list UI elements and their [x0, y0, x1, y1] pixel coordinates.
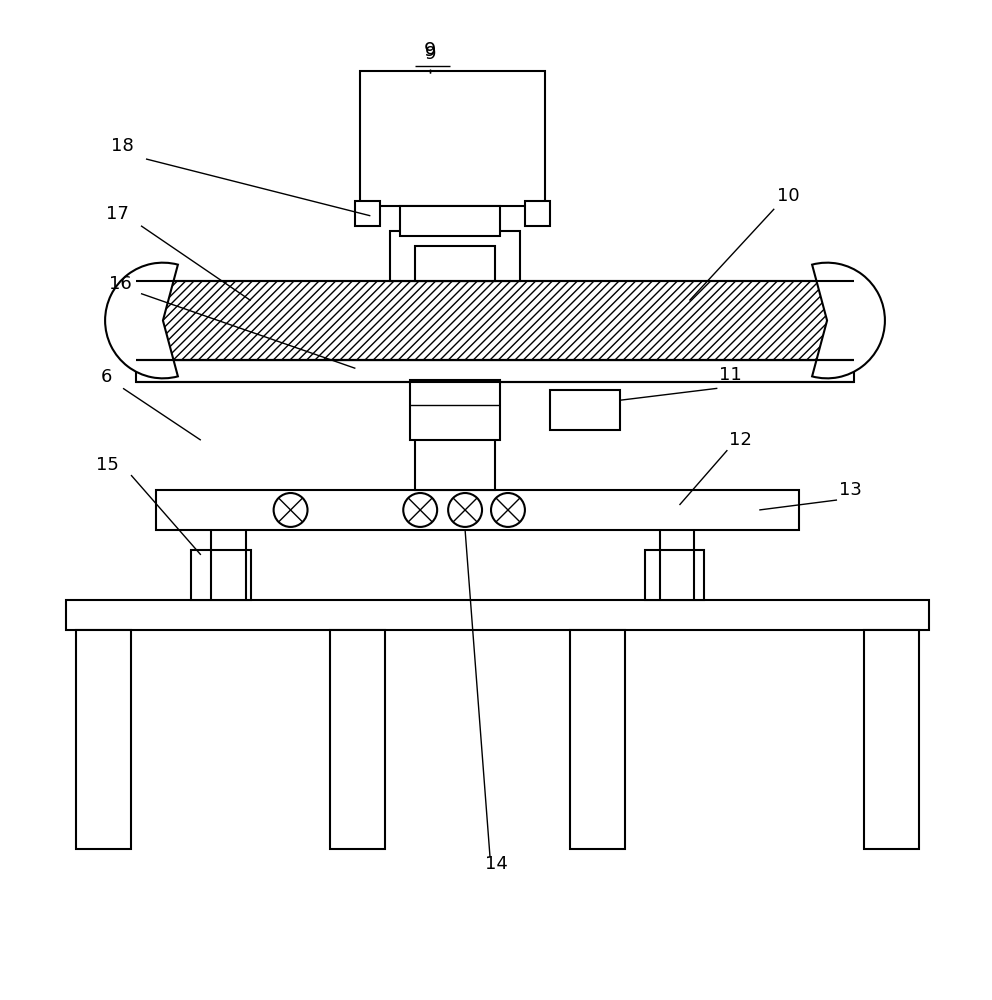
Text: 9: 9 [425, 45, 435, 63]
Bar [66, 600, 929, 630]
Bar [136, 360, 854, 382]
Text: 16: 16 [109, 275, 132, 293]
Bar [136, 281, 854, 360]
Bar [645, 550, 704, 600]
Bar [411, 380, 500, 440]
Bar [360, 71, 545, 206]
Text: 6: 6 [101, 368, 112, 386]
Bar [550, 390, 620, 430]
Text: 14: 14 [485, 855, 508, 873]
Text: 9: 9 [424, 41, 436, 60]
Text: 12: 12 [729, 431, 752, 449]
Bar [330, 630, 385, 849]
Bar [435, 321, 475, 435]
Wedge shape [812, 263, 885, 378]
Text: 11: 11 [719, 366, 742, 384]
Bar [390, 231, 520, 281]
Bar [416, 246, 495, 281]
Wedge shape [105, 263, 178, 378]
Text: 10: 10 [777, 187, 800, 205]
Bar [400, 206, 500, 236]
Bar [156, 490, 800, 530]
Bar [416, 435, 495, 490]
Text: 18: 18 [111, 137, 134, 155]
Bar [76, 630, 131, 849]
Bar [355, 201, 380, 226]
Text: 17: 17 [106, 205, 129, 223]
Text: 13: 13 [839, 481, 862, 499]
Bar [864, 630, 919, 849]
Text: 15: 15 [96, 456, 119, 474]
Bar [569, 630, 625, 849]
Bar [190, 550, 251, 600]
Bar [525, 201, 550, 226]
